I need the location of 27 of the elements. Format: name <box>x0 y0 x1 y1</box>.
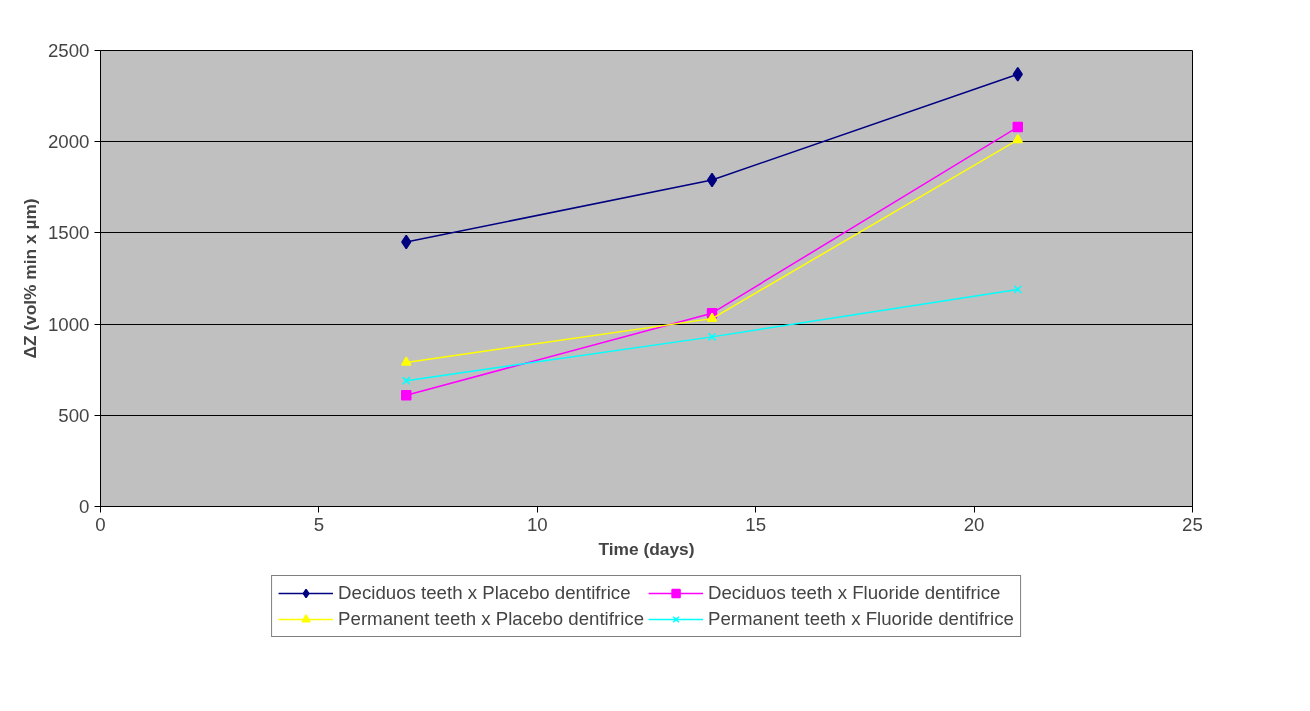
y-axis-title: ΔZ (vol% min x µm) <box>20 198 40 359</box>
point <box>706 312 718 322</box>
point <box>1013 285 1023 294</box>
point <box>707 332 717 342</box>
point <box>401 376 411 385</box>
point <box>706 172 718 188</box>
x-tick-label: 15 <box>745 513 767 535</box>
legend-label: Permanent teeth x Placebo dentifrice <box>338 608 645 630</box>
x-tick-label: 0 <box>95 513 106 535</box>
x-axis-title: Time (days) <box>598 538 695 559</box>
legend-label: Deciduos teeth x Placebo dentifrice <box>338 582 631 604</box>
x-tick-label: 10 <box>526 513 548 535</box>
y-tick-label: 2000 <box>48 131 90 153</box>
y-tick-label: 0 <box>79 496 90 517</box>
y-tick-label: 500 <box>58 404 90 426</box>
x-tick-label: 20 <box>963 513 985 535</box>
y-tick-label: 1000 <box>48 313 90 335</box>
point <box>401 389 412 401</box>
x-tick-label: 25 <box>1182 513 1203 535</box>
y-tick-label: 2500 <box>48 40 90 61</box>
point <box>1012 121 1024 133</box>
point <box>1012 133 1024 144</box>
y-tick-label: 1500 <box>48 222 90 244</box>
x-tick-label: 5 <box>313 513 325 535</box>
legend-label: Deciduos teeth x Fluoride dentifrice <box>708 582 1001 604</box>
legend-label: Permanent teeth x Fluoride dentifrice <box>708 608 1014 630</box>
point <box>401 356 412 366</box>
